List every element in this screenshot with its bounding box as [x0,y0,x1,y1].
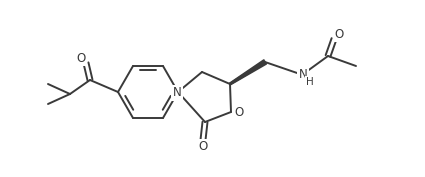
Text: O: O [234,107,244,119]
Text: O: O [198,141,208,153]
Text: H: H [306,77,314,87]
Text: O: O [334,27,344,41]
Text: O: O [76,52,85,64]
Text: N: N [173,87,181,99]
Text: N: N [299,67,307,81]
